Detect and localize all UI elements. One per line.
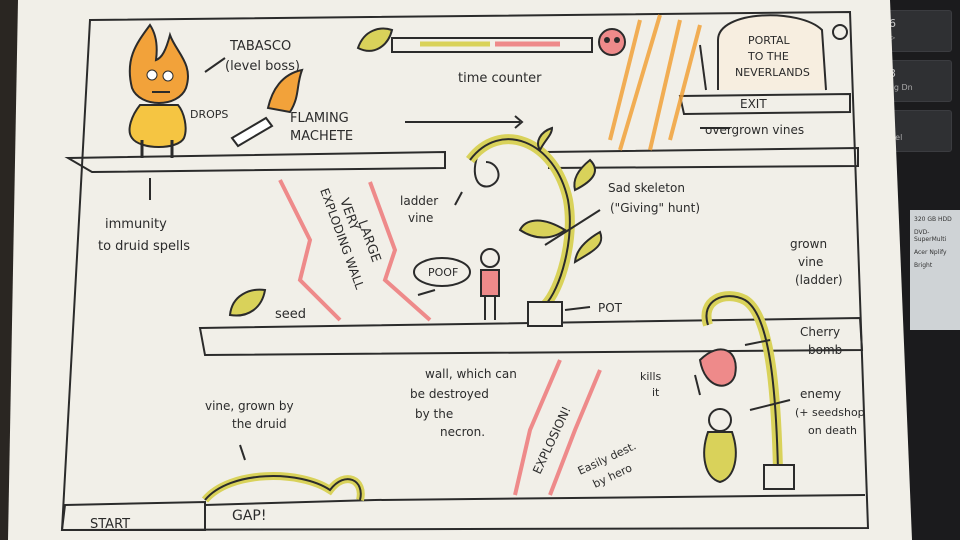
label-wall-note-3: by the (415, 407, 453, 421)
label-tabasco: TABASCO (229, 39, 291, 54)
label-drops: DROPS (190, 108, 228, 121)
poof-bubble (413, 257, 471, 287)
upper-platform-right (544, 146, 859, 169)
label-immunity-1: immunity (105, 217, 167, 232)
label-grown-vine-2: vine (798, 255, 823, 269)
gap-edge (204, 499, 376, 506)
label-enemy-3: on death (808, 424, 857, 437)
label-immunity-2: to druid spells (98, 239, 190, 254)
label-flaming: FLAMING (290, 111, 349, 126)
label-kills-2: it (652, 386, 660, 399)
laptop-sticker: 320 GB HDD DVD-SuperMulti Acer Nplify Br… (910, 210, 960, 330)
label-seed: seed (275, 307, 306, 322)
label-sad-skeleton-2: ("Giving" hunt) (610, 201, 700, 215)
label-vine-grown-1: vine, grown by (205, 399, 294, 413)
label-cherry-1: Cherry (800, 325, 840, 339)
flaming-machete-figure (230, 68, 304, 148)
pot-figure (527, 301, 563, 327)
label-ladder-1: ladder (400, 194, 438, 208)
exploding-wall-lines (278, 179, 432, 322)
middle-platform (198, 316, 864, 357)
label-vine-grown-2: the druid (232, 417, 287, 431)
seed-icon (228, 288, 267, 317)
label-portal-2: TO THE (747, 50, 789, 63)
grown-vine-ladder (701, 291, 795, 490)
exit-ledge (678, 92, 851, 116)
label-sad-skeleton-1: Sad skeleton (608, 181, 685, 195)
label-overgrown-vines: overgrown vines (705, 123, 804, 137)
label-enemy-1: enemy (800, 387, 841, 401)
enemy-figure (703, 408, 737, 484)
label-enemy-2: (+ seedshop (795, 406, 865, 419)
label-gap: GAP! (232, 508, 266, 524)
tabasco-boss-figure (128, 23, 189, 158)
upper-platform-left (64, 150, 446, 174)
sad-skeleton-figure (480, 248, 500, 320)
skull-icon (598, 28, 626, 56)
label-portal-1: PORTAL (748, 34, 791, 47)
start-block (60, 500, 206, 531)
label-start: START (90, 517, 130, 532)
label-poof: POOF (428, 266, 458, 279)
label-wall-note-4: necron. (440, 425, 485, 439)
bottom-floor (374, 494, 866, 501)
keyboard-key: 6 ▷ (880, 10, 952, 52)
leaf-icon (356, 27, 394, 52)
label-cherry-2: bomb (808, 343, 842, 357)
cherry-bomb-figure (698, 348, 737, 387)
portal-arch (717, 14, 827, 91)
destructible-wall-lines (513, 359, 602, 496)
label-portal-3: NEVERLANDS (735, 66, 810, 79)
label-grown-vine-1: grown (790, 237, 827, 251)
label-ladder-2: vine (408, 211, 433, 225)
time-counter-bar (391, 37, 593, 53)
ladder-vine-plant (466, 126, 603, 327)
label-exit: EXIT (740, 97, 767, 111)
annotation-arrows (149, 57, 791, 461)
label-wall-note-1: wall, which can (425, 367, 517, 381)
label-grown-vine-3: (ladder) (795, 273, 843, 287)
label-kills-1: kills (640, 370, 662, 383)
overgrown-vines (608, 14, 702, 151)
level-frame (60, 10, 870, 532)
label-wall-note-2: be destroyed (410, 387, 489, 401)
label-time-counter: time counter (458, 71, 542, 86)
label-level-boss: (level boss) (225, 59, 300, 74)
label-pot: POT (598, 301, 623, 315)
label-machete: MACHETE (290, 129, 353, 144)
